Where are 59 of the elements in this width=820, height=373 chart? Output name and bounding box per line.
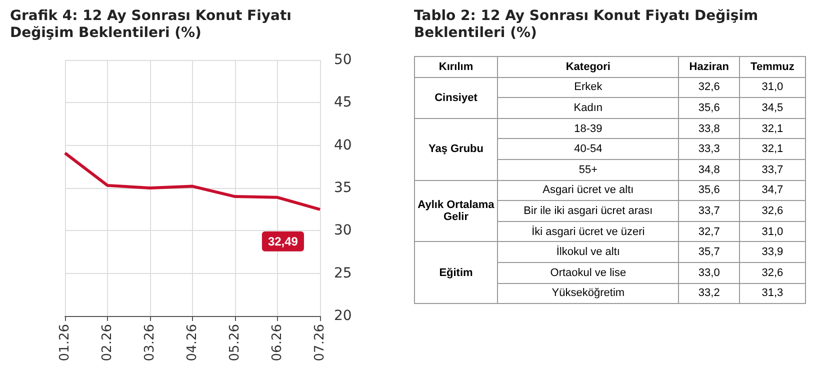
text: 31,0	[739, 221, 806, 242]
text: 33,7	[678, 200, 740, 222]
text: 40-54	[498, 138, 679, 160]
text: Kategori	[498, 56, 679, 78]
text: 32,6	[739, 262, 806, 284]
text: 32,6	[739, 200, 806, 222]
text: Tablo 2: 12 Ay Sonrası Konut Fiyatı Değişim Beklentileri (%)	[414, 8, 760, 42]
text: Bir ile iki asgari ücret arası	[498, 200, 679, 222]
text: 33,9	[739, 242, 806, 262]
text: 34,5	[739, 98, 806, 118]
text: 35,6	[678, 180, 740, 201]
text: 35,7	[678, 242, 740, 262]
text: 31,3	[739, 283, 806, 304]
text: 18-39	[498, 118, 679, 139]
text: Haziran	[678, 56, 740, 78]
text: 35,6	[678, 98, 740, 118]
x-tick-label: 06.26	[270, 324, 285, 362]
y-tick-label: 35	[334, 180, 352, 196]
text: Yükseköğretim	[498, 283, 679, 304]
text: 32,7	[678, 221, 740, 242]
text: Temmuz	[739, 56, 806, 78]
text: 32,1	[739, 138, 806, 160]
text: Yaş Grubu	[414, 118, 498, 180]
text: 34,7	[739, 180, 806, 201]
y-tick-label: 30	[334, 222, 352, 239]
text: Eğitim	[414, 242, 498, 304]
chart-title: Grafik 4: 12 Ay Sonrası Konut Fiyatı Değişim Beklentileri (%)	[10, 8, 292, 42]
text: 31,0	[739, 77, 806, 98]
text: 33,0	[678, 262, 740, 284]
text: 32,1	[739, 118, 806, 139]
y-tick-label: 40	[334, 137, 352, 154]
x-tick-label: 05.26	[228, 324, 242, 362]
text: Aylık Ortalama Gelir	[414, 180, 498, 242]
text: Ortaokul ve lise	[498, 262, 679, 284]
y-tick-label: 20	[334, 308, 352, 324]
text: İki asgari ücret ve üzeri	[498, 221, 679, 242]
text: 33,7	[739, 159, 806, 180]
y-tick-label: 45	[334, 94, 352, 111]
text: Kırılım	[414, 56, 498, 78]
y-tick-label: 25	[334, 265, 352, 282]
text: İlkokul ve altı	[498, 242, 679, 262]
text: 32,6	[678, 77, 740, 98]
text: 33,3	[678, 138, 740, 160]
text: 33,2	[678, 283, 740, 304]
text: 34,8	[678, 159, 740, 180]
text: 55+	[498, 159, 679, 180]
data-label: 32,49	[268, 234, 298, 248]
line-series	[64, 152, 322, 211]
x-tick-label: 07.26	[312, 324, 328, 362]
text: 33,8	[678, 118, 740, 139]
x-tick-label: 04.26	[185, 324, 200, 362]
x-tick-label: 03.26	[142, 324, 158, 362]
text: Asgari ücret ve altı	[498, 180, 679, 201]
text: Erkek	[498, 77, 679, 98]
text: Cinsiyet	[414, 77, 498, 118]
text: Kadın	[498, 98, 679, 118]
y-tick-label: 50	[334, 52, 352, 68]
x-tick-label: 02.26	[100, 324, 115, 362]
x-tick-label: 01.26	[58, 324, 72, 362]
